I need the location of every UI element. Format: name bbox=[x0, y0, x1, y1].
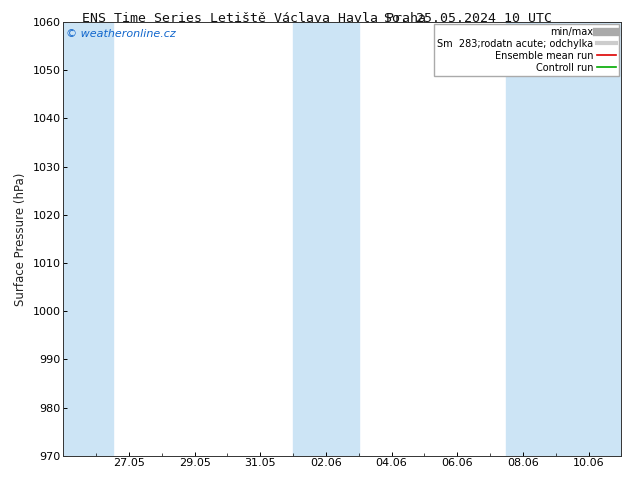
Bar bbox=[293, 22, 359, 456]
Bar bbox=[63, 22, 113, 456]
Legend: min/max, Sm  283;rodatn acute; odchylka, Ensemble mean run, Controll run: min/max, Sm 283;rodatn acute; odchylka, … bbox=[434, 24, 619, 75]
Text: So. 25.05.2024 10 UTC: So. 25.05.2024 10 UTC bbox=[384, 12, 552, 25]
Bar bbox=[507, 22, 621, 456]
Y-axis label: Surface Pressure (hPa): Surface Pressure (hPa) bbox=[14, 172, 27, 306]
Text: ENS Time Series Letiště Václava Havla Praha: ENS Time Series Letiště Václava Havla Pr… bbox=[82, 12, 427, 25]
Text: © weatheronline.cz: © weatheronline.cz bbox=[66, 28, 176, 39]
